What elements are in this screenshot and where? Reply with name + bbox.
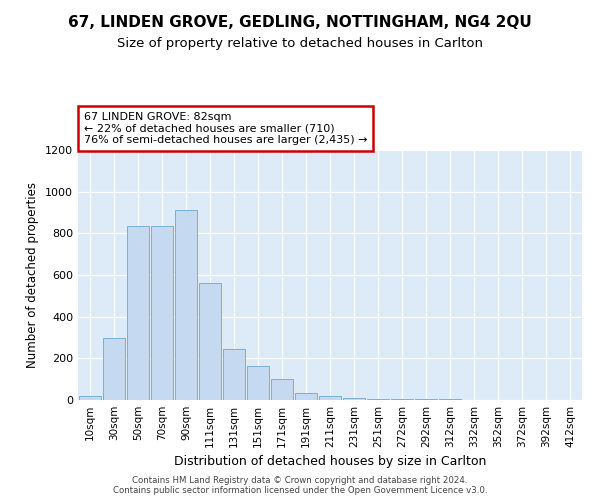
X-axis label: Distribution of detached houses by size in Carlton: Distribution of detached houses by size … [174, 456, 486, 468]
Bar [319, 396, 341, 400]
Bar [103, 338, 125, 400]
Bar [343, 398, 365, 400]
Bar [79, 396, 101, 400]
Text: Size of property relative to detached houses in Carlton: Size of property relative to detached ho… [117, 38, 483, 51]
Bar [295, 392, 317, 400]
Bar [247, 366, 269, 400]
Bar [199, 284, 221, 400]
Bar [271, 379, 293, 400]
Y-axis label: Number of detached properties: Number of detached properties [26, 182, 40, 368]
Bar [223, 349, 245, 400]
Text: Contains HM Land Registry data © Crown copyright and database right 2024.
Contai: Contains HM Land Registry data © Crown c… [113, 476, 487, 495]
Text: 67, LINDEN GROVE, GEDLING, NOTTINGHAM, NG4 2QU: 67, LINDEN GROVE, GEDLING, NOTTINGHAM, N… [68, 15, 532, 30]
Bar [127, 226, 149, 400]
Text: 67 LINDEN GROVE: 82sqm
← 22% of detached houses are smaller (710)
76% of semi-de: 67 LINDEN GROVE: 82sqm ← 22% of detached… [84, 112, 367, 145]
Bar [415, 399, 437, 400]
Bar [391, 399, 413, 400]
Bar [439, 399, 461, 400]
Bar [367, 399, 389, 400]
Bar [151, 226, 173, 400]
Bar [175, 210, 197, 400]
